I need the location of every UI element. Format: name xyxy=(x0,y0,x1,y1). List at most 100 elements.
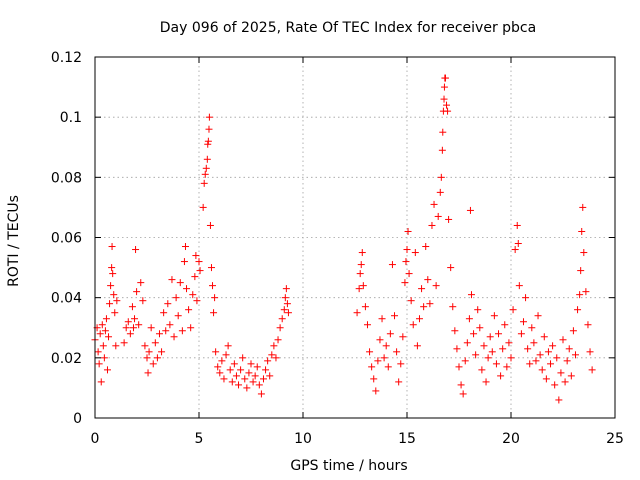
data-point xyxy=(380,354,388,362)
data-point xyxy=(457,381,465,389)
data-point xyxy=(203,155,211,163)
data-point xyxy=(207,264,215,272)
data-point xyxy=(241,375,249,383)
data-point xyxy=(549,342,557,350)
data-point xyxy=(440,95,448,103)
data-point xyxy=(497,372,505,380)
data-point xyxy=(488,348,496,356)
data-point xyxy=(97,378,105,386)
data-point xyxy=(149,360,157,368)
y-tick-labels: 0 0.02 0.04 0.06 0.08 0.1 0.12 xyxy=(51,50,82,427)
data-point xyxy=(430,200,438,208)
x-tick-labels: 0 5 10 15 20 25 xyxy=(91,431,624,447)
data-point xyxy=(424,276,432,284)
data-point xyxy=(444,107,452,115)
y-tick-label: 0.12 xyxy=(51,50,82,66)
data-point xyxy=(189,291,197,299)
data-point xyxy=(463,339,471,347)
data-point xyxy=(368,363,376,371)
data-point xyxy=(226,366,234,374)
data-point xyxy=(144,369,152,377)
data-point xyxy=(509,306,517,314)
data-point xyxy=(478,366,486,374)
data-point xyxy=(196,267,204,275)
data-point xyxy=(404,227,412,235)
data-point xyxy=(513,221,521,229)
data-point xyxy=(434,212,442,220)
data-point xyxy=(185,306,193,314)
data-point xyxy=(407,297,415,305)
data-point xyxy=(145,348,153,356)
data-point xyxy=(283,300,291,308)
data-point xyxy=(579,203,587,211)
data-point xyxy=(366,348,374,356)
data-point xyxy=(102,315,110,323)
data-point xyxy=(112,342,120,350)
data-point xyxy=(505,339,513,347)
data-point xyxy=(382,342,390,350)
data-point xyxy=(204,140,212,148)
data-point xyxy=(268,351,276,359)
data-point xyxy=(216,369,224,377)
data-point xyxy=(415,315,423,323)
data-point xyxy=(124,318,132,326)
data-point xyxy=(353,309,361,317)
data-point xyxy=(565,345,573,353)
data-point xyxy=(439,128,447,136)
data-point xyxy=(571,351,579,359)
data-point xyxy=(133,288,141,296)
data-point xyxy=(499,345,507,353)
data-point xyxy=(239,354,247,362)
data-point xyxy=(176,279,184,287)
data-point xyxy=(249,378,257,386)
data-point xyxy=(205,125,213,133)
data-point xyxy=(476,324,484,332)
data-point xyxy=(534,312,542,320)
data-point xyxy=(355,285,363,293)
data-point xyxy=(278,315,286,323)
data-point xyxy=(503,363,511,371)
data-point xyxy=(574,306,582,314)
data-point xyxy=(388,261,396,269)
y-tick-label: 0 xyxy=(73,411,82,427)
data-point xyxy=(361,303,369,311)
data-point xyxy=(466,206,474,214)
data-point xyxy=(280,306,288,314)
x-axis-label: GPS time / hours xyxy=(290,458,407,474)
data-point xyxy=(472,351,480,359)
chart-title: Day 096 of 2025, Rate Of TEC Index for r… xyxy=(160,20,536,36)
data-point xyxy=(251,372,259,380)
data-point xyxy=(578,227,586,235)
data-point xyxy=(524,345,532,353)
data-point xyxy=(553,354,561,362)
data-point xyxy=(237,366,245,374)
data-point xyxy=(191,273,199,281)
data-point xyxy=(363,321,371,329)
x-tick-label: 0 xyxy=(91,431,100,447)
data-point xyxy=(547,360,555,368)
data-point xyxy=(210,309,218,317)
data-point xyxy=(101,327,109,335)
data-point xyxy=(459,390,467,398)
data-point xyxy=(162,327,170,335)
x-tick-label: 20 xyxy=(502,431,520,447)
data-point xyxy=(108,243,116,251)
data-point xyxy=(202,164,210,172)
data-point xyxy=(153,354,161,362)
data-point xyxy=(563,357,571,365)
data-point xyxy=(557,369,565,377)
data-point xyxy=(214,363,222,371)
data-point xyxy=(411,249,419,257)
data-point xyxy=(164,300,172,308)
data-point xyxy=(98,321,106,329)
data-point xyxy=(567,372,575,380)
data-point xyxy=(486,333,494,341)
data-point xyxy=(168,276,176,284)
data-point xyxy=(257,390,265,398)
data-point xyxy=(172,294,180,302)
data-point xyxy=(397,360,405,368)
data-point xyxy=(461,357,469,365)
data-point xyxy=(409,321,417,329)
data-point xyxy=(259,375,267,383)
